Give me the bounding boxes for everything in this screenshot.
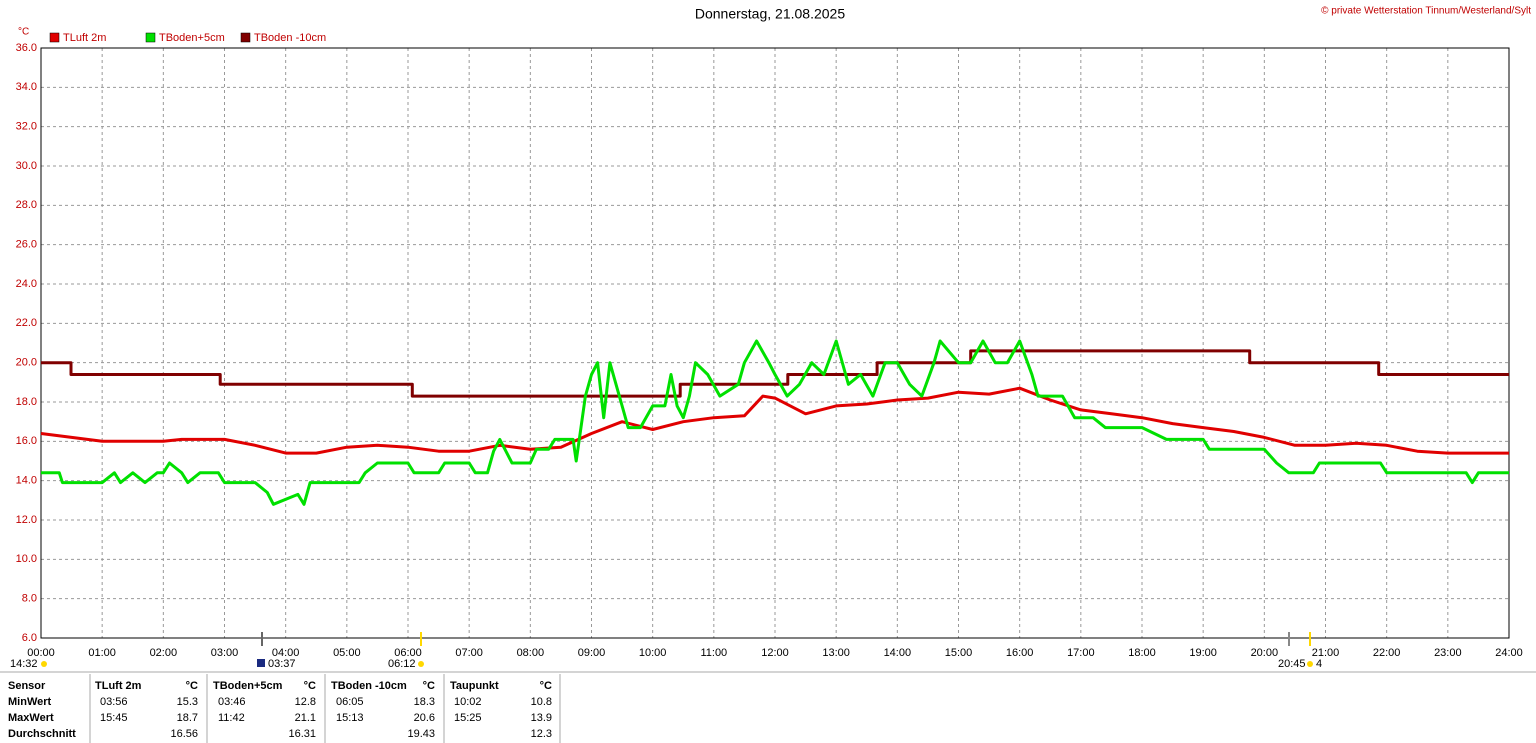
- legend-swatch: [145, 32, 156, 43]
- plot-frame: [40, 47, 1510, 639]
- sun-icon: [41, 661, 47, 667]
- y-tick-label: 10.0: [16, 553, 37, 565]
- legend-label: TBoden+5cm: [159, 32, 225, 44]
- series-line: [40, 386, 1509, 455]
- table-header: Sensor: [8, 680, 46, 692]
- x-tick-label: 18:00: [1128, 647, 1156, 659]
- x-tick-label: 01:00: [88, 647, 116, 659]
- x-tick-label: 22:00: [1373, 647, 1401, 659]
- y-tick-label: 12.0: [16, 514, 37, 526]
- x-tick-label: 05:00: [333, 647, 361, 659]
- y-tick-label: 26.0: [16, 239, 37, 251]
- table-cell: 15:25: [454, 712, 482, 724]
- x-tick-label: 03:00: [211, 647, 239, 659]
- y-tick-label: 16.0: [16, 435, 37, 447]
- legend-swatch: [49, 32, 60, 43]
- y-tick-label: 22.0: [16, 317, 37, 329]
- x-tick-label: 08:00: [517, 647, 545, 659]
- x-tick-label: 19:00: [1189, 647, 1217, 659]
- x-tick-label: 09:00: [578, 647, 606, 659]
- table-cell: 18.7: [177, 712, 198, 724]
- table-cell: 16.31: [288, 728, 316, 740]
- sun-icon: [1307, 661, 1313, 667]
- sun-icon: [418, 661, 424, 667]
- table-cell: 15.3: [177, 696, 198, 708]
- y-tick-label: 34.0: [16, 81, 37, 93]
- table-cell: 15:13: [336, 712, 364, 724]
- table-header: TBoden+5cm: [213, 680, 283, 692]
- x-tick-label: 14:00: [884, 647, 912, 659]
- x-tick-label: 20:00: [1251, 647, 1279, 659]
- table-cell: 12.8: [295, 696, 316, 708]
- y-tick-label: 30.0: [16, 160, 37, 172]
- y-tick-label: 8.0: [22, 593, 37, 605]
- x-tick-label: 06:00: [394, 647, 422, 659]
- table-cell: 18.3: [414, 696, 435, 708]
- x-tick-label: 13:00: [822, 647, 850, 659]
- table-cell: 13.9: [531, 712, 552, 724]
- x-tick-label: 17:00: [1067, 647, 1095, 659]
- table-header: °C: [540, 680, 552, 692]
- x-tick-label: 21:00: [1312, 647, 1340, 659]
- series-line: [41, 339, 1509, 506]
- y-tick-label: 28.0: [16, 199, 37, 211]
- x-tick-label: 23:00: [1434, 647, 1462, 659]
- x-tick-label: 16:00: [1006, 647, 1034, 659]
- table-header: °C: [423, 680, 435, 692]
- table-cell: 11:42: [218, 712, 245, 724]
- sun-moon-label: 06:12: [388, 658, 416, 670]
- table-cell: 19.43: [407, 728, 435, 740]
- x-tick-label: 07:00: [455, 647, 483, 659]
- table-cell: 21.1: [295, 712, 316, 724]
- table-cell: 10:02: [454, 696, 482, 708]
- x-tick-label: 10:00: [639, 647, 667, 659]
- table-cell: 16.56: [170, 728, 198, 740]
- row-label: MaxWert: [8, 712, 54, 724]
- table-header: °C: [304, 680, 316, 692]
- series-line: [41, 349, 1509, 398]
- y-tick-label: 14.0: [16, 475, 37, 487]
- unit-label: °C: [18, 27, 29, 38]
- x-tick-label: 04:00: [272, 647, 300, 659]
- legend-swatch: [240, 32, 251, 43]
- copyright: © private Wetterstation Tinnum/Westerlan…: [1321, 6, 1531, 17]
- table-cell: 06:05: [336, 696, 364, 708]
- x-tick-label: 15:00: [945, 647, 973, 659]
- sun-moon-label: 20:45: [1278, 658, 1306, 670]
- table-cell: 12.3: [531, 728, 552, 740]
- row-label: MinWert: [8, 696, 52, 708]
- y-tick-label: 18.0: [16, 396, 37, 408]
- y-tick-label: 6.0: [22, 632, 37, 644]
- y-tick-label: 36.0: [16, 42, 37, 54]
- x-tick-label: 24:00: [1495, 647, 1523, 659]
- x-tick-label: 11:00: [700, 647, 727, 659]
- moon-icon: [257, 659, 265, 667]
- table-header: TLuft 2m: [95, 680, 142, 692]
- table-cell: 03:56: [100, 696, 128, 708]
- sun-moon-label: 14:32: [10, 658, 38, 670]
- sun-moon-label: 03:37: [268, 658, 296, 670]
- sun-moon-label: 4: [1316, 658, 1322, 670]
- table-header: Taupunkt: [450, 680, 499, 692]
- x-tick-label: 00:00: [27, 647, 55, 659]
- y-tick-label: 20.0: [16, 357, 37, 369]
- table-cell: 03:46: [218, 696, 246, 708]
- table-cell: 20.6: [414, 712, 435, 724]
- y-tick-label: 24.0: [16, 278, 37, 290]
- chart-title: Donnerstag, 21.08.2025: [695, 6, 845, 22]
- table-cell: 10.8: [531, 696, 552, 708]
- table-header: TBoden -10cm: [331, 680, 407, 692]
- legend-label: TLuft 2m: [63, 32, 106, 44]
- table-header: °C: [186, 680, 198, 692]
- x-tick-label: 12:00: [761, 647, 789, 659]
- x-tick-label: 02:00: [150, 647, 178, 659]
- legend-label: TBoden -10cm: [254, 32, 326, 44]
- row-label: Durchschnitt: [8, 728, 76, 740]
- y-tick-label: 32.0: [16, 121, 37, 133]
- table-cell: 15:45: [100, 712, 128, 724]
